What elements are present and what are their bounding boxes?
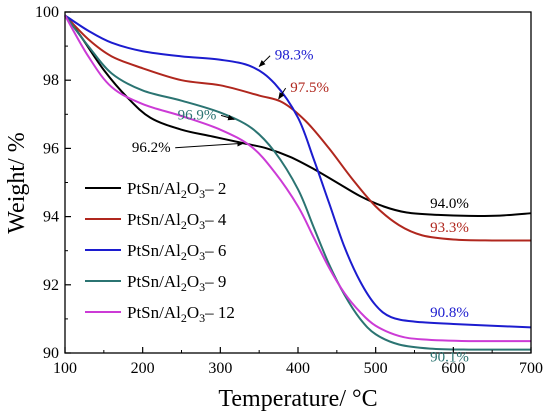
annotation-label: 96.2%	[132, 140, 171, 156]
annotation-label: 94.0%	[430, 196, 469, 212]
series-line-2	[64, 14, 532, 242]
y-tick-label: 98	[43, 72, 59, 89]
x-tick-label: 600	[441, 360, 465, 377]
annotation-arrow	[220, 114, 235, 121]
legend-label: PtSn/Al2O3– 12	[127, 303, 235, 325]
y-tick-label: 92	[43, 277, 59, 294]
annotation-arrow	[258, 55, 271, 68]
y-axis-title: Weight/ %	[4, 132, 30, 233]
annotation-label: 98.3%	[275, 48, 314, 64]
annotation-label: 96.9%	[178, 107, 217, 123]
legend-label: PtSn/Al2O3– 2	[127, 179, 226, 201]
annotation-label: 97.5%	[290, 80, 329, 96]
annotation-arrow	[175, 140, 245, 149]
annotation-label: 90.1%	[430, 350, 469, 366]
x-tick-label: 200	[131, 360, 155, 377]
series-line-3	[64, 14, 532, 329]
x-tick-label: 100	[53, 360, 77, 377]
legend-label: PtSn/Al2O3– 9	[127, 272, 226, 294]
y-tick-label: 96	[43, 140, 59, 157]
y-tick-label: 94	[43, 209, 59, 226]
annotation-label: 93.3%	[430, 220, 469, 236]
x-tick-label: 500	[364, 360, 388, 377]
series-line-4	[64, 14, 532, 351]
y-tick-label: 90	[43, 345, 59, 362]
legend-label: PtSn/Al2O3– 4	[127, 210, 227, 232]
legend-label: PtSn/Al2O3– 6	[127, 241, 226, 263]
annotation-arrow	[278, 87, 287, 100]
annotation-label: 90.8%	[430, 305, 469, 321]
x-axis-title: Temperature/ °C	[218, 386, 377, 412]
x-tick-label: 300	[208, 360, 232, 377]
x-tick-label: 400	[286, 360, 310, 377]
x-tick-label: 700	[519, 360, 543, 377]
y-tick-label: 100	[35, 4, 59, 21]
series-line-5	[64, 14, 532, 343]
